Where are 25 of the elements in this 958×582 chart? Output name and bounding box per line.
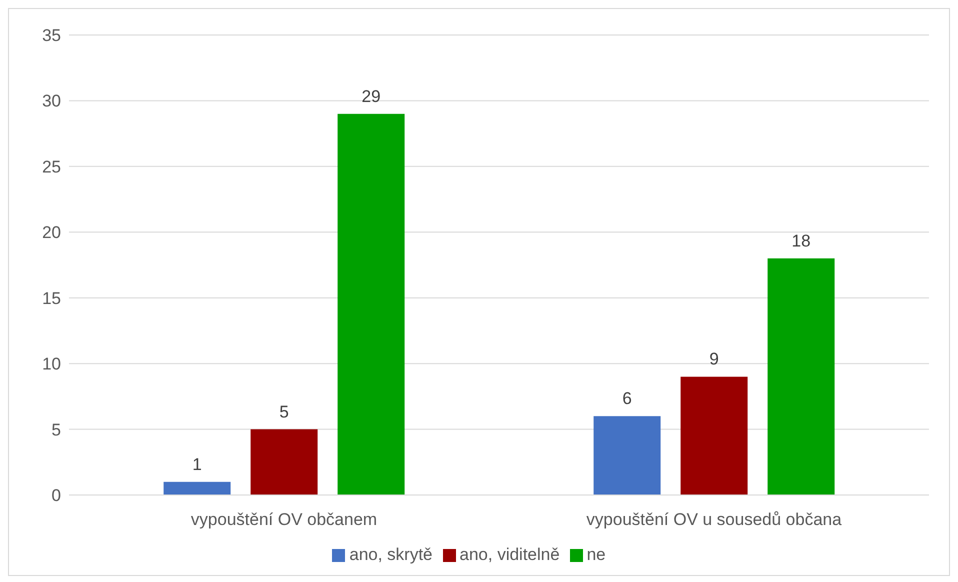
bar [594, 416, 661, 495]
bar [768, 258, 835, 495]
legend-label: ano, viditelně [460, 545, 560, 564]
data-label: 1 [192, 454, 202, 474]
y-tick-label: 5 [52, 420, 61, 440]
y-tick-label: 0 [52, 486, 61, 506]
bar [164, 482, 231, 495]
data-label: 29 [362, 86, 381, 106]
data-label: 5 [279, 402, 289, 422]
data-label: 18 [792, 231, 811, 250]
legend-label: ano, skrytě [349, 545, 433, 564]
bar [250, 429, 318, 495]
data-label: 6 [622, 389, 632, 408]
y-tick-label: 10 [42, 354, 61, 374]
y-tick-label: 20 [42, 223, 61, 242]
data-label: 9 [709, 350, 719, 369]
y-tick-label: 30 [42, 92, 61, 111]
y-tick-label: 25 [42, 157, 61, 176]
legend-label: ne [586, 545, 606, 564]
x-tick-label: vypouštění OV občanem [190, 510, 378, 530]
bar [338, 114, 405, 495]
bar [680, 376, 748, 495]
y-tick-label: 15 [42, 288, 61, 308]
x-tick-label: vypouštění OV u sousedů občana [586, 510, 842, 530]
y-tick-label: 35 [42, 26, 61, 46]
